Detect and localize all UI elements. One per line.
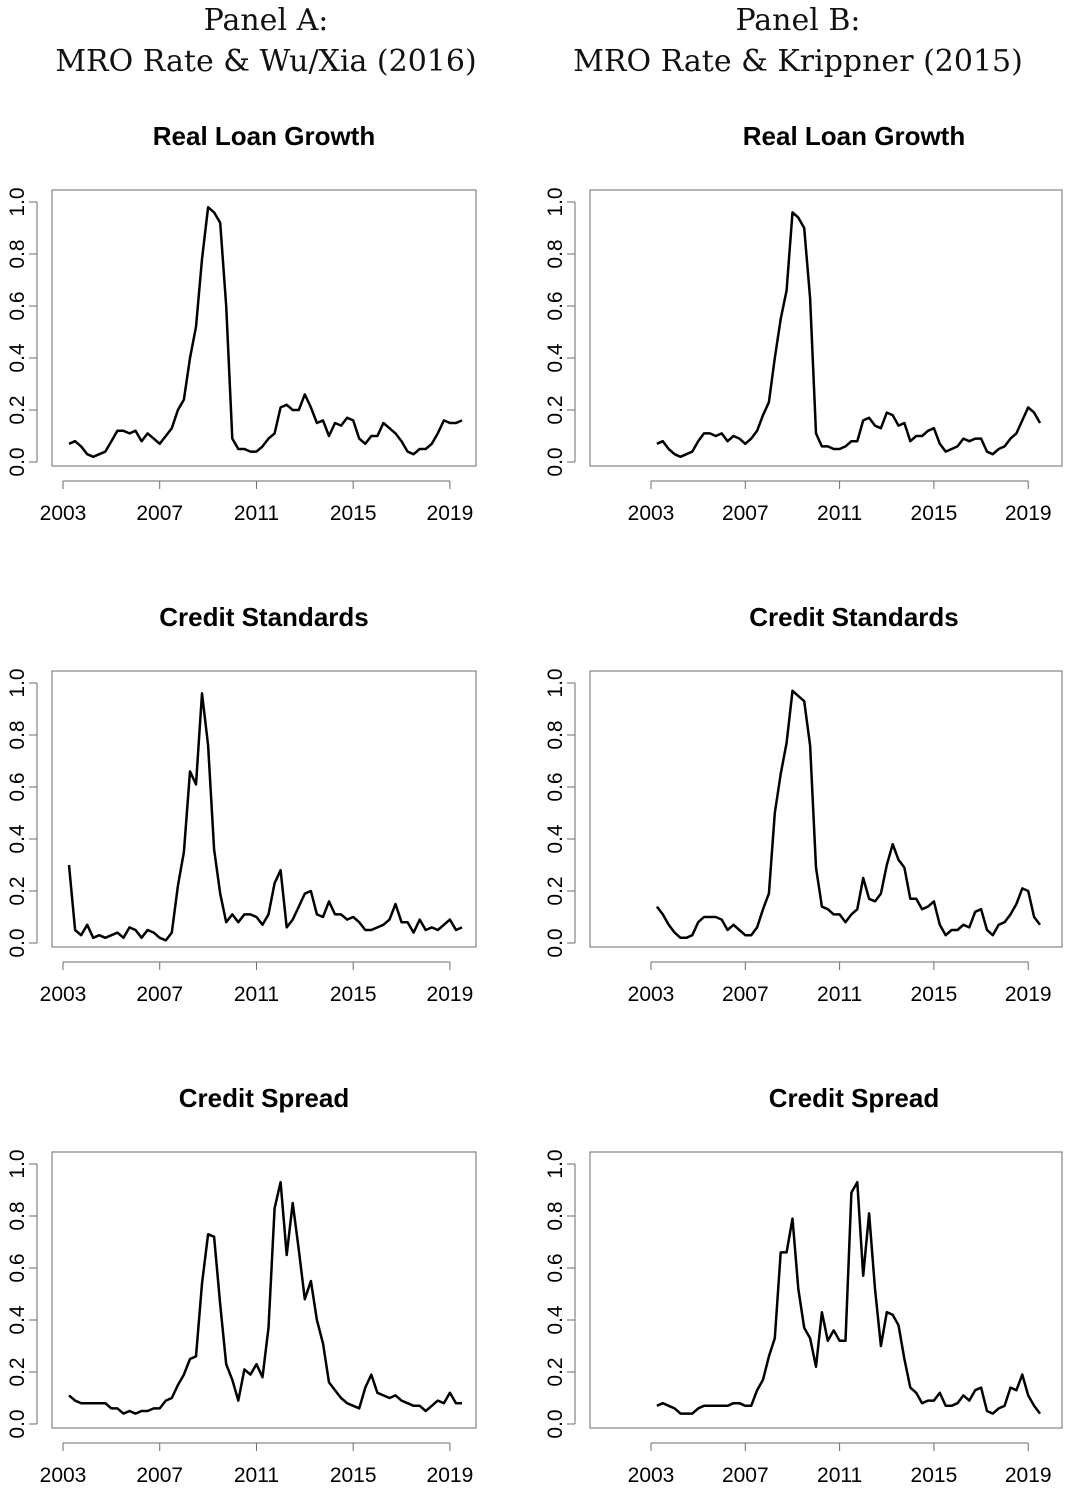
y-tick-label: 0.2	[6, 395, 29, 424]
y-tick-label: 0.8	[544, 239, 567, 268]
chart-title: Credit Standards	[749, 602, 959, 632]
y-tick-label: 0.8	[6, 1201, 29, 1230]
x-tick-label: 2007	[136, 983, 183, 1006]
y-tick-label: 0.6	[6, 1253, 29, 1282]
x-tick-label: 2015	[911, 1464, 958, 1487]
x-tick-label: 2011	[234, 983, 279, 1006]
series-line	[656, 1180, 1041, 1415]
chart-title: Credit Standards	[159, 602, 369, 632]
y-tick-label: 0.6	[544, 291, 567, 320]
y-tick-label: 0.4	[544, 1305, 567, 1335]
chart-a-real-loan-growth: Real Loan Growth 0.0 0.2 0.4 0.6 0.8 1.0 2003 20…	[6, 121, 477, 525]
y-tick-label: 1.0	[6, 187, 29, 216]
plot-frame	[51, 1151, 477, 1429]
chart-b-real-loan-growth: Real Loan Growth 0.0 0.2 0.4 0.6 0.8 1.0 2003 20…	[544, 121, 1063, 525]
y-tick-label: 1.0	[6, 1149, 29, 1178]
x-tick-label: 2003	[40, 1464, 87, 1487]
x-tick-label: 2019	[1005, 502, 1052, 525]
x-tick-label: 2003	[628, 983, 675, 1006]
y-tick-label: 0.2	[6, 876, 29, 905]
panel-a-label: Panel A:	[203, 3, 329, 38]
chart-title: Credit Spread	[769, 1083, 940, 1113]
y-tick-label: 0.4	[544, 343, 567, 373]
y-tick-label: 0.0	[544, 1409, 567, 1438]
y-tick-label: 0.2	[544, 876, 567, 905]
plot-frame	[589, 670, 1063, 948]
plot-frame	[589, 1151, 1063, 1429]
chart-a-credit-standards: Credit Standards 0.0 0.2 0.4 0.6 0.8 1.0 2003 20…	[6, 602, 477, 1006]
x-tick-label: 2011	[234, 1464, 279, 1487]
x-tick-label: 2015	[911, 502, 958, 525]
x-tick-label: 2007	[136, 502, 183, 525]
y-tick-label: 1.0	[544, 668, 567, 697]
y-tick-label: 1.0	[6, 668, 29, 697]
series-line	[67, 692, 463, 942]
y-tick-label: 0.6	[6, 772, 29, 801]
x-tick-label: 2003	[40, 502, 87, 525]
panel-a-header: Panel A: MRO Rate & Wu/Xia (2016)	[0, 0, 532, 82]
y-tick-label: 0.0	[6, 928, 29, 957]
y-tick-label: 0.2	[544, 1357, 567, 1386]
panel-a-subtitle: MRO Rate & Wu/Xia (2016)	[55, 44, 477, 79]
x-tick-label: 2011	[817, 983, 862, 1006]
panel-b-label: Panel B:	[735, 3, 861, 38]
y-tick-label: 1.0	[544, 187, 567, 216]
x-tick-label: 2019	[427, 1464, 474, 1487]
x-tick-label: 2019	[427, 502, 474, 525]
series-line	[656, 211, 1042, 459]
y-tick-label: 0.4	[6, 824, 29, 854]
y-tick-label: 0.0	[544, 928, 567, 957]
chart-b-credit-standards: Credit Standards 0.0 0.2 0.4 0.6 0.8 1.0 2003 20…	[544, 602, 1063, 1006]
plot-frame	[589, 189, 1063, 467]
chart-title: Real Loan Growth	[743, 121, 965, 151]
x-tick-label: 2007	[722, 983, 769, 1006]
y-tick-label: 0.6	[544, 772, 567, 801]
y-tick-label: 0.2	[544, 395, 567, 424]
x-tick-label: 2011	[817, 502, 862, 525]
y-tick-label: 0.0	[6, 1409, 29, 1438]
x-tick-label: 2015	[330, 502, 377, 525]
chart-a-credit-spread: Credit Spread 0.0 0.2 0.4 0.6 0.8 1.0 2003 2007 2…	[6, 1083, 477, 1487]
x-tick-label: 2003	[628, 502, 675, 525]
chart-b-credit-spread: Credit Spread 0.0 0.2 0.4 0.6 0.8 1.0 2003 2007 2…	[544, 1083, 1063, 1487]
x-tick-label: 2007	[722, 1464, 769, 1487]
y-tick-label: 0.6	[6, 291, 29, 320]
series-line	[68, 1180, 462, 1415]
y-tick-label: 0.4	[544, 824, 567, 854]
y-tick-label: 0.8	[6, 720, 29, 749]
x-tick-label: 2011	[234, 502, 279, 525]
y-tick-label: 0.2	[6, 1357, 29, 1386]
x-tick-label: 2007	[722, 502, 769, 525]
y-tick-label: 0.6	[544, 1253, 567, 1282]
y-tick-label: 0.4	[6, 343, 29, 373]
plot-frame	[51, 189, 477, 467]
chart-title: Real Loan Growth	[153, 121, 375, 151]
x-tick-label: 2019	[1005, 983, 1052, 1006]
plot-frame	[51, 670, 477, 948]
x-tick-label: 2015	[330, 983, 377, 1006]
y-tick-label: 0.0	[6, 447, 29, 476]
x-tick-label: 2003	[628, 1464, 675, 1487]
y-tick-label: 1.0	[544, 1149, 567, 1178]
x-tick-label: 2019	[427, 983, 474, 1006]
x-tick-label: 2019	[1005, 1464, 1052, 1487]
y-tick-label: 0.0	[544, 447, 567, 476]
series-line	[68, 205, 463, 459]
x-tick-label: 2003	[40, 983, 87, 1006]
y-tick-label: 0.8	[6, 239, 29, 268]
x-tick-label: 2007	[136, 1464, 183, 1487]
y-tick-label: 0.8	[544, 720, 567, 749]
chart-title: Credit Spread	[179, 1083, 350, 1113]
panel-b-subtitle: MRO Rate & Krippner (2015)	[573, 44, 1023, 79]
series-line	[655, 689, 1041, 940]
x-tick-label: 2011	[817, 1464, 862, 1487]
y-tick-label: 0.4	[6, 1305, 29, 1335]
panel-b-header: Panel B: MRO Rate & Krippner (2015)	[532, 0, 1064, 82]
y-tick-label: 0.8	[544, 1201, 567, 1230]
x-tick-label: 2015	[330, 1464, 377, 1487]
x-tick-label: 2015	[911, 983, 958, 1006]
